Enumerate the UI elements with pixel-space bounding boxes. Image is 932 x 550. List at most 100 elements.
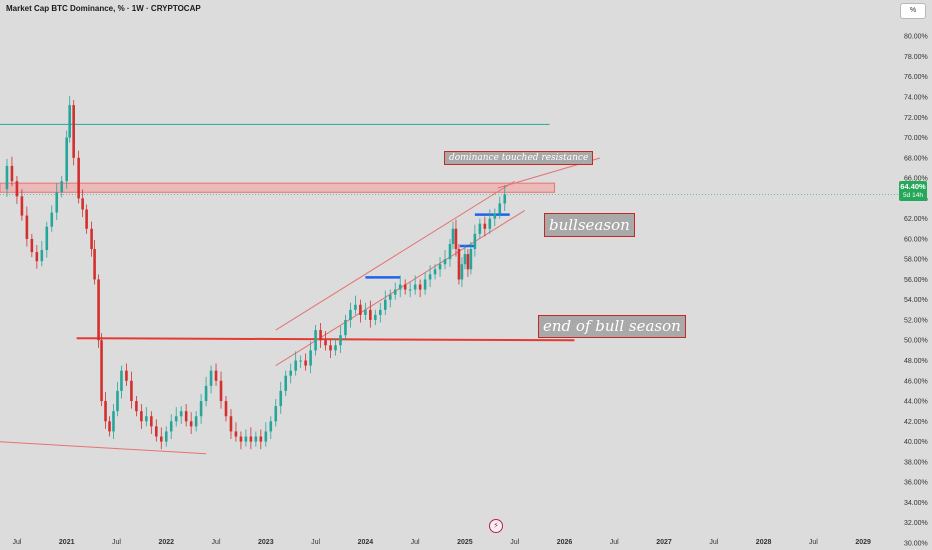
candle-body: [244, 436, 248, 442]
resistance-annotation[interactable]: dominance touched resistance: [444, 151, 594, 165]
candle-body: [466, 254, 470, 270]
candle-body: [209, 370, 213, 386]
candle-body: [68, 105, 71, 138]
candle-body: [473, 233, 477, 250]
y-tick-label: 34.00%: [904, 500, 928, 507]
y-tick-label: 68.00%: [904, 155, 928, 162]
y-tick-label: 62.00%: [904, 216, 928, 223]
x-tick-label: Jul: [610, 539, 619, 546]
candle-body: [259, 436, 263, 442]
x-tick-label: 2028: [756, 539, 772, 546]
candle-body: [498, 203, 502, 214]
y-tick-label: 58.00%: [904, 257, 928, 264]
candle-body: [90, 228, 93, 250]
candle-body: [448, 243, 452, 260]
channel-upper-line: [275, 180, 515, 331]
candle-body: [130, 380, 133, 402]
candle-body: [30, 238, 34, 253]
candle-body: [55, 192, 59, 213]
candle-body: [418, 284, 422, 290]
candle-body: [403, 284, 407, 290]
candle-body: [155, 426, 158, 437]
y-tick-label: 60.00%: [904, 236, 928, 243]
x-tick-label: 2023: [258, 539, 274, 546]
candle-body: [269, 421, 273, 432]
percent-scale-button[interactable]: %: [900, 3, 926, 19]
candle-body: [229, 416, 233, 432]
y-tick-label: 74.00%: [904, 95, 928, 102]
candle-body: [108, 421, 111, 432]
x-tick-label: 2029: [855, 539, 871, 546]
candle-body: [457, 249, 461, 280]
candle-body: [199, 401, 203, 417]
candle-body: [239, 436, 243, 442]
y-tick-label: 66.00%: [904, 176, 928, 183]
y-tick-label: 30.00%: [904, 540, 928, 547]
x-tick-label: 2024: [358, 539, 374, 546]
candle-body: [383, 299, 387, 310]
candle-body: [214, 370, 218, 381]
candle-body: [184, 411, 188, 422]
y-tick-label: 38.00%: [904, 459, 928, 466]
x-tick-label: 2022: [158, 539, 174, 546]
candle-body: [354, 304, 357, 310]
candle-body: [72, 105, 75, 158]
candle-body: [219, 380, 223, 402]
candle-body: [97, 279, 100, 341]
x-tick-label: Jul: [12, 539, 21, 546]
candle-body: [145, 416, 148, 422]
candle-body: [478, 223, 482, 234]
last-price-tag: 64.40% 5d 14h: [899, 181, 927, 201]
y-tick-label: 44.00%: [904, 399, 928, 406]
candle-body: [483, 223, 487, 229]
y-tick-label: 46.00%: [904, 378, 928, 385]
candle-body: [274, 406, 278, 422]
candle-body: [324, 340, 327, 346]
bullseason-annotation[interactable]: bullseason: [544, 213, 635, 237]
tradingview-flash-icon[interactable]: ⚡: [489, 519, 503, 533]
candle-body: [379, 309, 382, 315]
y-tick-label: 42.00%: [904, 419, 928, 426]
candle-body: [284, 375, 288, 391]
y-tick-label: 48.00%: [904, 358, 928, 365]
candle-body: [179, 411, 183, 417]
x-tick-label: 2027: [656, 539, 672, 546]
candle-body: [398, 284, 402, 290]
candle-body: [116, 390, 119, 412]
y-tick-label: 72.00%: [904, 115, 928, 122]
end-bull-season-annotation[interactable]: end of bull season: [538, 315, 686, 338]
candle-body: [204, 385, 208, 402]
candle-body: [120, 370, 123, 391]
candle-body: [388, 294, 392, 300]
candle-body: [249, 436, 253, 442]
candle-body: [503, 194, 507, 204]
y-tick-label: 54.00%: [904, 297, 928, 304]
chart-title: Market Cap BTC Dominance, % · 1W · CRYPT…: [6, 4, 201, 13]
candle-body: [174, 416, 178, 422]
candle-body: [408, 289, 412, 291]
candle-body: [451, 228, 455, 244]
candle-body: [100, 340, 103, 402]
candle-body: [159, 436, 163, 442]
y-tick-label: 56.00%: [904, 277, 928, 284]
candle-body: [20, 196, 24, 216]
candle-body: [135, 401, 138, 412]
candle-body: [289, 370, 293, 376]
x-tick-label: Jul: [411, 539, 420, 546]
candle-body: [10, 165, 14, 182]
candle-body: [329, 345, 332, 351]
x-tick-label: Jul: [112, 539, 121, 546]
bar-countdown: 5d 14h: [903, 192, 923, 199]
candle-body: [112, 411, 115, 432]
x-tick-label: 2026: [557, 539, 573, 546]
candle-body: [254, 436, 258, 442]
candle-body: [279, 390, 283, 407]
candle-body: [85, 209, 88, 229]
candle-body: [413, 284, 417, 290]
y-tick-label: 36.00%: [904, 480, 928, 487]
candle-body: [319, 330, 322, 341]
x-tick-label: 2021: [59, 539, 75, 546]
candle-body: [81, 198, 84, 210]
